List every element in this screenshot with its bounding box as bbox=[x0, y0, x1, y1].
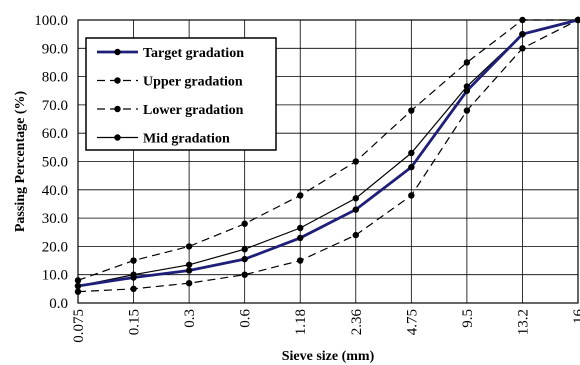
y-tick-label: 90.0 bbox=[42, 41, 68, 57]
x-tick-label: 0.075 bbox=[71, 309, 87, 343]
x-axis-title: Sieve size (mm) bbox=[282, 349, 375, 364]
y-tick-label: 0.0 bbox=[49, 296, 68, 312]
y-tick-label: 10.0 bbox=[42, 268, 68, 284]
series-line bbox=[77, 19, 578, 281]
data-point bbox=[74, 288, 82, 295]
y-tick-label: 80.0 bbox=[42, 70, 68, 86]
data-point bbox=[297, 192, 304, 199]
x-tick-label: 1.18 bbox=[293, 309, 309, 335]
y-tick-label: 70.0 bbox=[42, 98, 68, 114]
data-point bbox=[241, 246, 248, 253]
data-point bbox=[352, 206, 359, 213]
data-point bbox=[463, 59, 471, 66]
series-line bbox=[77, 19, 579, 293]
data-point bbox=[185, 267, 193, 274]
data-point bbox=[297, 224, 304, 232]
data-point bbox=[130, 274, 137, 281]
data-point bbox=[352, 158, 359, 165]
x-tick-label: 0.6 bbox=[238, 309, 254, 328]
legend-label: Mid gradation bbox=[143, 132, 230, 147]
data-point bbox=[408, 163, 415, 171]
x-tick-label: 4.75 bbox=[404, 309, 420, 335]
x-tick-label: 0.3 bbox=[182, 309, 198, 328]
legend-swatch-marker bbox=[114, 48, 121, 56]
series-line bbox=[77, 18, 579, 288]
legend: Target gradation Upper gradation Lower gra… bbox=[85, 37, 277, 151]
y-tick-label: 20.0 bbox=[42, 239, 68, 255]
data-point bbox=[74, 282, 82, 290]
legend-label: Target gradation bbox=[143, 46, 244, 61]
data-point bbox=[130, 285, 137, 293]
y-tick-label: 50.0 bbox=[42, 155, 68, 171]
x-tick-label: 2.36 bbox=[349, 309, 365, 336]
data-point bbox=[185, 261, 193, 268]
y-tick-label: 60.0 bbox=[42, 126, 68, 142]
data-point bbox=[463, 87, 471, 94]
legend-box bbox=[85, 37, 277, 151]
data-point bbox=[352, 195, 359, 202]
data-point bbox=[463, 107, 471, 114]
data-point bbox=[519, 16, 526, 24]
series-lines bbox=[74, 16, 580, 295]
data-point bbox=[185, 243, 193, 250]
y-axis-ticks: 0.0 10.0 20.0 30.0 40.0 50.0 60.0 70.0 80.0 90.0 1… bbox=[34, 13, 68, 312]
data-point bbox=[519, 30, 526, 38]
x-axis-ticks: 0.075 0.15 0.3 0.6 1.18 2.36 4.75 9.5 13.2 16 bbox=[71, 309, 580, 343]
data-point bbox=[74, 277, 82, 284]
y-tick-label: 100.0 bbox=[34, 13, 68, 29]
data-point bbox=[297, 234, 304, 242]
legend-swatch-marker bbox=[114, 134, 121, 141]
y-tick-label: 40.0 bbox=[42, 183, 68, 199]
x-tick-label: 13.2 bbox=[515, 309, 531, 335]
data-point bbox=[241, 220, 248, 227]
y-axis-title: Passing Percentage (%) bbox=[13, 91, 28, 233]
x-tick-label: 16 bbox=[571, 309, 580, 325]
data-point bbox=[352, 231, 359, 239]
data-point bbox=[408, 149, 415, 157]
data-point bbox=[185, 279, 193, 287]
data-point bbox=[574, 16, 580, 24]
data-point bbox=[130, 257, 137, 264]
data-point bbox=[241, 271, 248, 278]
x-tick-label: 0.15 bbox=[127, 309, 143, 335]
legend-swatch-marker bbox=[114, 105, 121, 113]
legend-label: Upper gradation bbox=[143, 75, 243, 90]
x-tick-label: 9.5 bbox=[460, 309, 476, 328]
data-point bbox=[408, 107, 415, 114]
legend-swatch-marker bbox=[114, 77, 121, 84]
data-point bbox=[519, 45, 526, 52]
y-tick-label: 30.0 bbox=[42, 211, 68, 227]
data-point bbox=[297, 257, 304, 264]
series-line bbox=[77, 19, 579, 287]
data-point bbox=[408, 192, 415, 199]
data-point bbox=[241, 255, 248, 263]
plot-area-frame bbox=[77, 19, 579, 304]
legend-label: Lower gradation bbox=[143, 103, 244, 118]
